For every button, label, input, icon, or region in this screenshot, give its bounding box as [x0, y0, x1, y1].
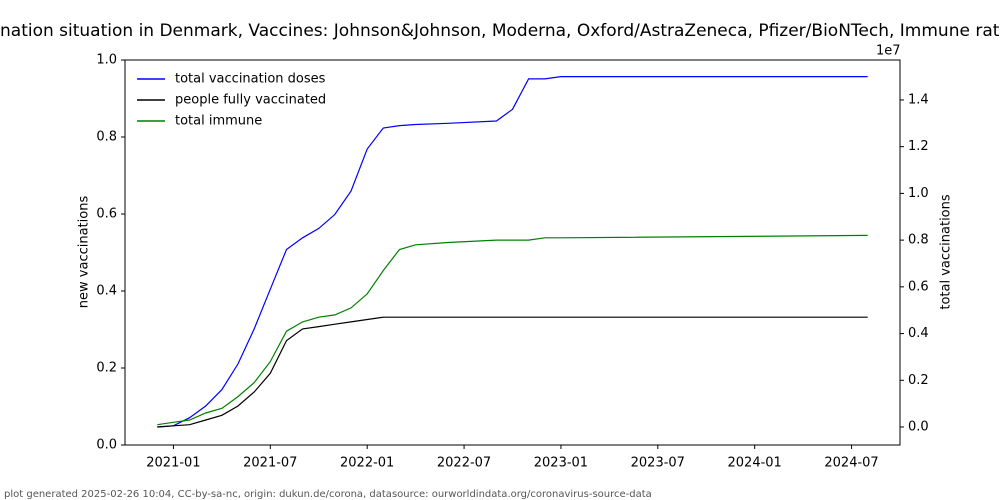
- series-line: [157, 75, 868, 428]
- y2-axis-label: total vaccinations: [939, 194, 954, 310]
- series-line: [157, 234, 868, 426]
- series-line: [157, 316, 868, 428]
- x-tick-label: 2024-07: [824, 456, 878, 471]
- x-tick-label: 2022-07: [437, 456, 491, 471]
- y-tick-label: 0.4: [96, 284, 117, 299]
- y2-tick-label: 0.2: [908, 373, 929, 388]
- x-tick-label: 2023-01: [534, 456, 588, 471]
- y2-tick-label: 1.0: [908, 186, 929, 201]
- x-tick-label: 2021-07: [243, 456, 297, 471]
- x-tick-label: 2021-01: [146, 456, 200, 471]
- y2-tick-label: 0.0: [908, 420, 929, 435]
- x-tick-label: 2023-07: [631, 456, 685, 471]
- plot-frame: [124, 59, 901, 446]
- y-tick-label: 1.0: [96, 53, 117, 68]
- y2-offset-label: 1e7: [876, 44, 901, 59]
- y-tick-label: 0.0: [96, 438, 117, 453]
- y2-tick-label: 1.4: [908, 92, 929, 107]
- y-tick-label: 0.2: [96, 361, 117, 376]
- y-tick-label: 0.6: [96, 207, 117, 222]
- legend-label: total immune: [175, 114, 262, 129]
- y2-tick-label: 0.8: [908, 233, 929, 248]
- y2-tick-label: 0.4: [908, 326, 929, 341]
- x-tick-label: 2022-01: [340, 456, 394, 471]
- y2-tick-label: 0.6: [908, 279, 929, 294]
- x-tick-label: 2024-01: [728, 456, 782, 471]
- legend-label: people fully vaccinated: [175, 93, 326, 108]
- y-axis-label: new vaccinations: [77, 196, 92, 309]
- legend-label: total vaccination doses: [175, 72, 326, 87]
- footer: plot generated 2025-02-26 10:04, CC-by-s…: [4, 489, 652, 500]
- chart-title: nation situation in Denmark, Vaccines: J…: [0, 21, 1000, 41]
- y2-tick-label: 1.2: [908, 139, 929, 154]
- y-tick-label: 0.8: [96, 130, 117, 145]
